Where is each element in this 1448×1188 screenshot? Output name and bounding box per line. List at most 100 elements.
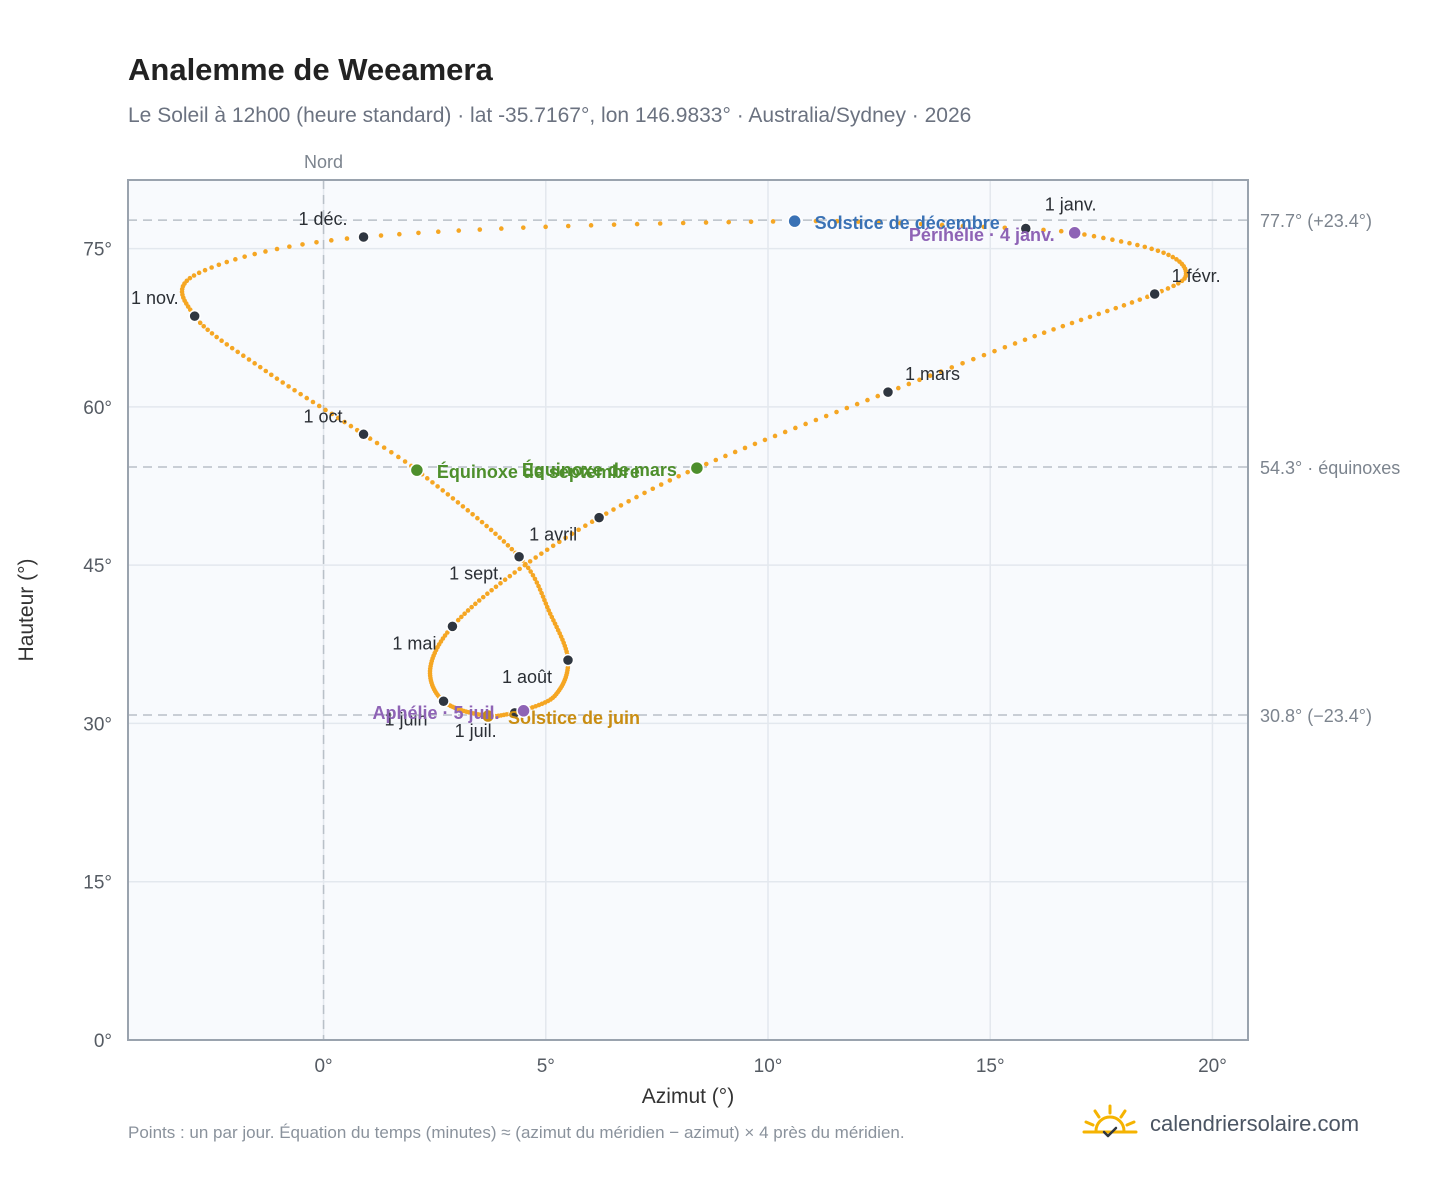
month-marker-label: 1 mars bbox=[905, 364, 960, 384]
daily-point bbox=[834, 409, 839, 415]
daily-point bbox=[532, 576, 538, 582]
daily-point bbox=[772, 433, 778, 439]
daily-point bbox=[209, 265, 214, 270]
daily-point bbox=[528, 569, 533, 574]
month-marker-label: 1 avril bbox=[529, 525, 577, 545]
daily-point bbox=[536, 583, 541, 589]
daily-point bbox=[201, 323, 207, 329]
event-marker bbox=[516, 703, 531, 719]
daily-point bbox=[544, 547, 550, 553]
daily-point bbox=[1110, 237, 1115, 242]
daily-point bbox=[184, 278, 190, 284]
daily-point bbox=[335, 415, 341, 421]
month-marker bbox=[1019, 222, 1033, 235]
daily-point bbox=[430, 480, 435, 485]
daily-point bbox=[378, 233, 384, 238]
daily-point bbox=[603, 511, 609, 516]
daily-point bbox=[196, 270, 202, 276]
daily-point bbox=[280, 380, 286, 385]
daily-point bbox=[187, 275, 193, 281]
daily-point bbox=[1078, 317, 1084, 323]
daily-point bbox=[397, 231, 402, 237]
y-axis-title: Hauteur (°) bbox=[15, 559, 38, 662]
daily-point bbox=[501, 539, 507, 544]
daily-point bbox=[488, 527, 494, 533]
daily-point bbox=[537, 587, 543, 592]
daily-point bbox=[906, 381, 912, 387]
daily-point bbox=[1051, 327, 1056, 332]
daily-point bbox=[1002, 225, 1008, 231]
daily-point bbox=[540, 594, 546, 599]
daily-point bbox=[300, 242, 305, 247]
daily-point bbox=[274, 376, 280, 381]
daily-point bbox=[742, 445, 748, 451]
daily-point bbox=[539, 551, 544, 556]
daily-point bbox=[782, 429, 788, 435]
daily-point bbox=[507, 573, 513, 579]
reference-line-label: 77.7° (+23.4°) bbox=[1260, 211, 1372, 231]
daily-point bbox=[542, 597, 547, 603]
daily-point bbox=[1060, 323, 1066, 329]
daily-point bbox=[216, 262, 222, 268]
month-marker bbox=[357, 230, 370, 244]
event-label: Solstice de décembre bbox=[815, 213, 1000, 233]
daily-point bbox=[981, 224, 987, 230]
daily-point bbox=[465, 608, 471, 613]
month-marker bbox=[512, 550, 526, 563]
month-marker bbox=[357, 428, 370, 441]
daily-point bbox=[191, 273, 197, 278]
daily-point bbox=[713, 457, 719, 463]
daily-point bbox=[844, 405, 850, 411]
daily-point bbox=[1002, 344, 1008, 350]
daily-point bbox=[499, 226, 504, 231]
brand-name[interactable]: calendriersolaire.com bbox=[1150, 1111, 1360, 1136]
month-marker-label: 1 janv. bbox=[1045, 195, 1097, 215]
daily-point bbox=[550, 543, 556, 549]
daily-point bbox=[1129, 300, 1135, 305]
x-tick-label: 20° bbox=[1198, 1056, 1227, 1077]
month-marker-label: 1 juin bbox=[385, 709, 428, 729]
daily-point bbox=[1113, 305, 1119, 311]
event-label: Équinoxe de mars bbox=[522, 459, 677, 480]
daily-point bbox=[1091, 233, 1097, 239]
daily-point bbox=[1137, 297, 1143, 302]
month-marker-label: 1 août bbox=[502, 667, 552, 687]
daily-point bbox=[374, 440, 380, 446]
daily-point bbox=[1082, 232, 1087, 237]
daily-point bbox=[489, 587, 494, 593]
daily-point bbox=[1179, 278, 1185, 284]
brand[interactable]: calendriersolaire.com bbox=[1082, 1104, 1359, 1144]
daily-point bbox=[770, 219, 776, 224]
daily-point bbox=[342, 419, 347, 425]
daily-point bbox=[242, 254, 247, 259]
y-tick-label: 0° bbox=[94, 1031, 112, 1052]
event-marker bbox=[480, 708, 496, 724]
daily-point bbox=[348, 423, 354, 429]
daily-point bbox=[460, 504, 466, 509]
daily-point bbox=[626, 498, 631, 504]
daily-point bbox=[268, 372, 274, 378]
daily-point bbox=[939, 222, 945, 228]
daily-point bbox=[523, 561, 528, 567]
daily-point bbox=[424, 476, 430, 481]
daily-point bbox=[634, 221, 640, 227]
daily-point bbox=[197, 320, 203, 326]
daily-point bbox=[1135, 242, 1140, 248]
daily-point bbox=[949, 365, 955, 370]
daily-point bbox=[569, 531, 575, 537]
daily-point bbox=[314, 239, 319, 245]
x-axis-title: Azimut (°) bbox=[642, 1085, 734, 1108]
daily-point bbox=[667, 478, 673, 483]
daily-point bbox=[396, 454, 401, 460]
daily-point bbox=[323, 407, 328, 413]
daily-point bbox=[1170, 254, 1176, 260]
y-tick-label: 30° bbox=[83, 714, 112, 735]
daily-point bbox=[642, 490, 647, 496]
daily-point bbox=[344, 236, 350, 241]
month-marker-label: 1 févr. bbox=[1172, 266, 1221, 286]
daily-point bbox=[732, 449, 738, 455]
daily-point bbox=[1105, 308, 1110, 314]
daily-point bbox=[470, 511, 475, 517]
